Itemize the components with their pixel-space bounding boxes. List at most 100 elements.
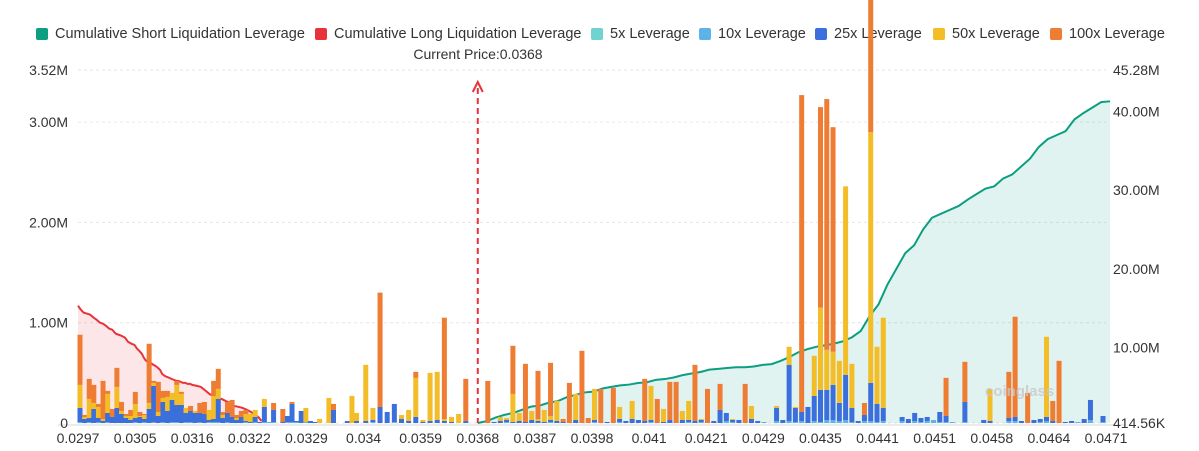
bar-10x: [1006, 420, 1012, 423]
bar-10x: [303, 421, 309, 423]
bar-25x: [188, 410, 194, 422]
bar-25x: [229, 416, 235, 423]
bar-50x: [243, 413, 249, 421]
bar-100x: [142, 413, 148, 415]
bar-100x: [1056, 360, 1062, 423]
bar-10x: [1075, 421, 1081, 423]
bar-50x: [128, 415, 134, 420]
bar-100x: [123, 413, 129, 416]
bar-100x: [742, 383, 748, 423]
legend-item-10x[interactable]: 10x Leverage: [699, 22, 806, 46]
bar-100x: [667, 381, 673, 420]
legend-item-short-cumulative[interactable]: Cumulative Short Liquidation Leverage: [36, 22, 305, 46]
bar-50x: [824, 349, 830, 390]
bar-100x: [132, 391, 138, 404]
x-tick-label: 0.0451: [913, 430, 956, 446]
bar-25x: [918, 417, 924, 422]
right-axis: 45.28M 40.00M 30.00M 20.00M 10.00M 414.56K: [1113, 62, 1166, 431]
bar-50x: [456, 413, 462, 423]
bar-25x: [1100, 415, 1106, 422]
bar-25x: [406, 420, 412, 423]
bar-50x: [252, 409, 258, 417]
bar-50x: [146, 402, 152, 409]
bar-10x: [169, 421, 175, 423]
bar-10x: [284, 421, 290, 423]
bar-25x: [206, 419, 212, 422]
bar-50x: [91, 402, 97, 409]
legend-label: 25x Leverage: [834, 26, 922, 42]
bar-25x: [811, 395, 817, 421]
bar-100x: [105, 390, 111, 394]
bar-25x: [730, 419, 736, 422]
bar-10x: [830, 419, 836, 423]
long-cumulative-area: [78, 305, 262, 423]
bar-100x: [271, 402, 277, 410]
bar-50x: [836, 360, 842, 403]
bar-50x: [573, 393, 579, 420]
bar-100x: [188, 405, 194, 411]
bar-25x: [151, 385, 157, 422]
bar-100x: [1006, 371, 1012, 418]
bar-25x: [354, 420, 360, 423]
bar-100x: [548, 362, 554, 416]
bar-25x: [118, 413, 124, 423]
right-tick-label: 414.56K: [1113, 415, 1166, 431]
x-tick-label: 0.0359: [399, 430, 442, 446]
bar-50x: [155, 411, 161, 416]
legend-item-50x[interactable]: 50x Leverage: [933, 22, 1040, 46]
bar-25x: [220, 417, 226, 423]
bar-100x: [585, 417, 591, 423]
bar-10x: [206, 421, 212, 423]
current-price-arrow: [471, 79, 484, 93]
bar-25x: [331, 409, 337, 423]
bar-25x: [711, 420, 717, 423]
bar-25x: [252, 416, 258, 422]
bar-25x: [617, 418, 623, 422]
bar-50x: [1044, 336, 1049, 417]
bar-25x: [215, 398, 221, 422]
bar-25x: [786, 364, 792, 421]
bar-10x: [686, 421, 692, 423]
bar-25x: [197, 412, 203, 422]
bar-50x: [811, 355, 817, 396]
legend-item-100x[interactable]: 100x Leverage: [1050, 22, 1165, 46]
bar-10x: [943, 421, 949, 423]
bar-10x: [824, 419, 830, 423]
bar-100x: [485, 380, 491, 423]
bar-25x: [792, 407, 798, 422]
bar-10x: [899, 420, 905, 423]
legend: Cumulative Short Liquidation Leverage Cu…: [0, 22, 1199, 46]
bar-100x: [174, 380, 180, 385]
bar-50x: [86, 398, 92, 418]
bar-50x: [413, 377, 419, 417]
legend-item-5x[interactable]: 5x Leverage: [591, 22, 690, 46]
bar-10x: [261, 421, 267, 423]
x-tick-label: 0.0305: [114, 430, 157, 446]
current-price-label: Current Price:0.0368: [413, 46, 543, 62]
bar-100x: [654, 398, 660, 423]
bar-10x: [504, 421, 510, 423]
legend-item-long-cumulative[interactable]: Cumulative Long Liquidation Leverage: [315, 22, 581, 46]
bar-100x: [824, 99, 830, 350]
bar-10x: [243, 421, 249, 423]
bar-25x: [522, 421, 528, 423]
bar-50x: [211, 395, 217, 419]
bar-25x: [1037, 418, 1043, 422]
x-tick-label: 0.041: [632, 430, 667, 446]
bar-10x: [861, 420, 867, 423]
bar-25x: [560, 421, 566, 423]
legend-swatch-100x: [1050, 28, 1062, 40]
legend-item-25x[interactable]: 25x Leverage: [815, 22, 922, 46]
bar-100x: [160, 390, 166, 398]
bar-50x: [686, 400, 692, 420]
bar-10x: [799, 420, 805, 423]
bar-25x: [201, 413, 207, 423]
bar-10x: [266, 421, 272, 423]
bar-100x: [243, 409, 249, 414]
bar-25x: [77, 407, 83, 422]
bar-25x: [1018, 420, 1024, 423]
bar-25x: [830, 384, 836, 420]
bar-25x: [1050, 420, 1056, 423]
bar-25x: [123, 417, 129, 423]
bar-50x: [786, 346, 792, 365]
